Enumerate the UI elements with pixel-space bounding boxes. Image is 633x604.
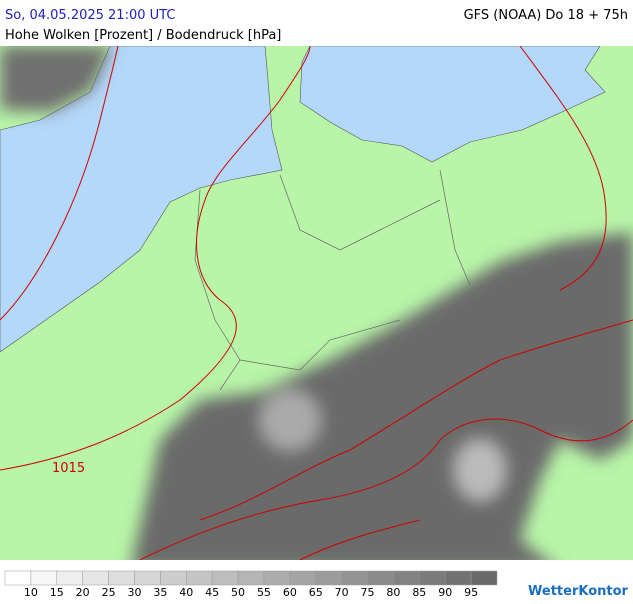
legend-label: 30 xyxy=(127,586,141,599)
legend-swatch xyxy=(237,570,265,586)
datetime: So, 04.05.2025 21:00 UTC xyxy=(5,8,175,23)
isobar-label: 1015 xyxy=(52,461,85,476)
north-sea xyxy=(0,46,283,353)
legend-swatch xyxy=(134,570,161,586)
legend-swatch xyxy=(30,570,58,586)
cloud-cover xyxy=(0,46,633,560)
legend-swatch xyxy=(186,570,213,586)
legend-swatch xyxy=(4,570,32,586)
legend-label: 85 xyxy=(412,586,426,599)
isobars xyxy=(0,46,633,560)
legend-label: 75 xyxy=(361,586,375,599)
legend-swatch xyxy=(419,570,446,586)
model-info: GFS (NOAA) Do 18 + 75h xyxy=(464,8,628,23)
legend-label: 45 xyxy=(205,586,219,599)
legend-label: 90 xyxy=(438,586,452,599)
map: 1015 xyxy=(0,46,633,560)
legend-label: 55 xyxy=(257,586,271,599)
legend-swatch xyxy=(289,570,316,586)
subtitle: Hohe Wolken [Prozent] / Bodendruck [hPa] xyxy=(5,28,281,43)
legend-label: 65 xyxy=(309,586,323,599)
legend-label: 80 xyxy=(386,586,400,599)
legend-label: 10 xyxy=(24,586,38,599)
legend-label: 15 xyxy=(50,586,64,599)
legend-label: 40 xyxy=(179,586,193,599)
legend-swatch xyxy=(160,570,187,586)
legend-swatch xyxy=(263,570,291,586)
baltic-sea xyxy=(299,46,606,163)
logo: WetterKontor xyxy=(528,584,629,599)
legend-label: 50 xyxy=(231,586,245,599)
legend-label: 60 xyxy=(283,586,297,599)
legend-swatch xyxy=(211,570,239,586)
legend-swatch xyxy=(108,570,135,586)
legend-swatch xyxy=(56,570,83,586)
legend: 10 15 20 25 30 35 40 45 50 55 60 65 70 75 80 85 90 95 xyxy=(4,570,498,599)
legend-label: 95 xyxy=(464,586,478,599)
legend-label: 70 xyxy=(335,586,349,599)
legend-swatch xyxy=(470,570,498,586)
legend-swatch xyxy=(367,570,394,586)
legend-swatch xyxy=(444,570,472,586)
legend-swatch xyxy=(315,570,342,586)
legend-swatch xyxy=(82,570,109,586)
legend-swatch xyxy=(393,570,420,586)
legend-label: 35 xyxy=(153,586,167,599)
legend-swatch xyxy=(341,570,368,586)
legend-label: 20 xyxy=(76,586,90,599)
legend-label: 25 xyxy=(102,586,116,599)
